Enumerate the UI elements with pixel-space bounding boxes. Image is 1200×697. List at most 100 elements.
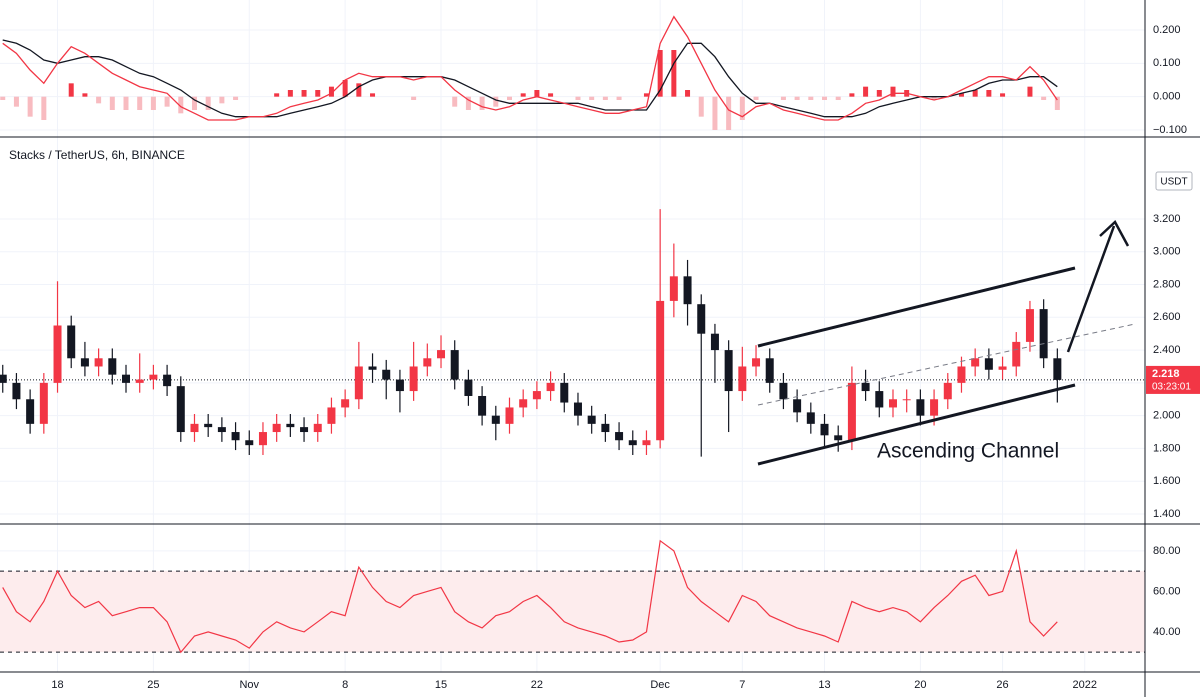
candle-body — [245, 440, 254, 446]
histogram-bar — [794, 96, 800, 100]
candle-body — [656, 300, 665, 441]
candle-body — [382, 369, 391, 380]
candle-body — [258, 432, 267, 446]
histogram-bar — [890, 86, 896, 97]
candle-body — [1012, 341, 1021, 367]
candle-body — [861, 382, 870, 392]
trend-arrow — [1066, 225, 1116, 353]
histogram-bar — [876, 90, 882, 97]
histogram-bar — [356, 83, 362, 97]
candle-body — [724, 350, 733, 392]
histogram-bar — [315, 90, 321, 97]
histogram-bar — [520, 93, 526, 97]
y-tick-label: 1.400 — [1153, 508, 1181, 520]
candle-body — [587, 415, 596, 424]
histogram-bar — [835, 96, 841, 100]
candle-body — [998, 366, 1007, 370]
histogram-bar — [1000, 93, 1006, 97]
histogram-bar — [493, 96, 499, 107]
candle-body — [341, 399, 350, 408]
histogram-bar — [863, 86, 869, 97]
candle-body — [231, 432, 240, 441]
candle-body — [669, 276, 678, 301]
channel-mid — [757, 323, 1136, 406]
candle-body — [12, 382, 21, 400]
histogram-bar — [411, 96, 417, 100]
y-tick-label: 2.600 — [1153, 311, 1181, 323]
histogram-bar — [123, 96, 129, 110]
histogram-bar — [219, 96, 225, 104]
candle-body — [368, 366, 377, 370]
histogram-bar — [82, 93, 88, 97]
candle-body — [0, 374, 7, 383]
drawing-layer — [757, 219, 1136, 466]
histogram-bar — [1027, 86, 1033, 97]
y-tick-label: 0.200 — [1153, 24, 1181, 36]
y-tick-label: 2.000 — [1153, 410, 1181, 422]
candle-body — [149, 374, 158, 380]
candle-body — [163, 374, 172, 387]
candle-body — [875, 391, 884, 408]
candle-body — [1025, 309, 1034, 342]
candle-body — [902, 399, 911, 401]
candle-body — [820, 423, 829, 436]
histogram-bar — [575, 96, 581, 100]
candle-body — [943, 382, 952, 400]
histogram-bar — [150, 96, 156, 110]
histogram-bar — [958, 93, 964, 97]
candle-body — [327, 407, 336, 424]
y-tick-label: 3.000 — [1153, 246, 1181, 258]
histogram-bar — [301, 90, 307, 97]
histogram-bar — [548, 93, 554, 97]
x-tick-label: 2022 — [1072, 679, 1096, 691]
histogram-bar — [616, 96, 622, 100]
histogram-bar — [780, 96, 786, 100]
histogram-bar — [739, 96, 745, 120]
candle-body — [697, 304, 706, 334]
macd-line — [2, 15, 1058, 121]
label-layer: 18 25 Nov 8 15 22 Dec 7 13 20 26 2022 0.200 0.100 0.00… — [51, 24, 1200, 691]
candle-body — [26, 399, 35, 424]
histogram-bar — [452, 96, 458, 107]
candle-body — [779, 382, 788, 400]
unit-label: USDT — [1160, 177, 1187, 188]
histogram-bar — [233, 96, 239, 100]
histogram-bar — [726, 96, 732, 130]
histogram-bar — [287, 90, 293, 97]
candle-body — [135, 379, 144, 383]
histogram-bar — [370, 93, 376, 97]
mark-layer — [0, 15, 1145, 654]
y-tick-label: 40.00 — [1153, 626, 1181, 638]
candle-body — [395, 379, 404, 392]
candle-body — [519, 399, 528, 408]
histogram-bar — [342, 80, 348, 97]
histogram-bar — [602, 96, 608, 100]
y-tick-label: 3.200 — [1153, 213, 1181, 225]
candle-body — [53, 325, 62, 383]
price-tag-countdown: 03:23:01 — [1152, 382, 1191, 393]
candle-body — [984, 358, 993, 370]
grid-layer — [0, 0, 1145, 672]
histogram-bar — [671, 50, 677, 97]
histogram-bar — [479, 96, 485, 110]
annotation: Ascending Channel — [877, 440, 1059, 463]
unit-box — [1155, 171, 1193, 191]
histogram-bar — [534, 90, 540, 97]
candle-body — [217, 427, 226, 433]
histogram-bar — [849, 93, 855, 97]
price-axis-bg — [1145, 0, 1200, 697]
histogram-bar — [822, 96, 828, 100]
rsi-band — [0, 571, 1145, 653]
histogram-bar — [1041, 96, 1047, 100]
chart-title: Stacks / TetherUS, 6h, BINANCE — [9, 148, 185, 162]
candle-body — [971, 358, 980, 367]
histogram-bar — [27, 96, 33, 117]
histogram-bar — [465, 96, 471, 110]
candle-body — [573, 402, 582, 416]
y-tick-label: 0.000 — [1153, 91, 1181, 103]
y-tick-label: 2.400 — [1153, 344, 1181, 356]
candle-body — [122, 374, 131, 383]
candle-body — [272, 423, 281, 433]
